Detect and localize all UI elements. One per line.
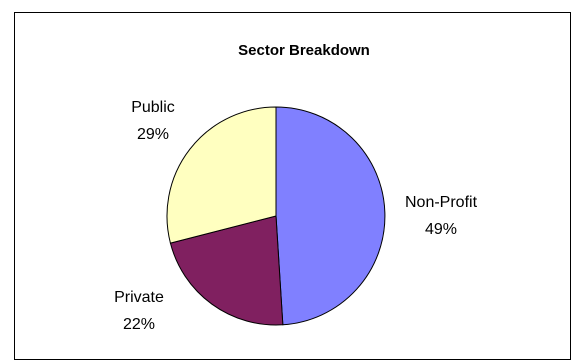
slice-label-public: Public (131, 99, 175, 116)
pie-slice-public (166, 106, 277, 244)
slice-percent-public: 29% (137, 126, 169, 143)
pie-slices (166, 106, 386, 326)
slice-label-non-profit: Non-Profit (405, 194, 478, 211)
chart-title: Sector Breakdown (238, 42, 370, 59)
pie-slice-non-profit (275, 106, 386, 326)
pie-slice-private (169, 215, 284, 326)
slice-label-private: Private (114, 289, 164, 306)
slice-percent-non-profit: 49% (425, 221, 457, 238)
slice-percent-private: 22% (123, 316, 155, 333)
